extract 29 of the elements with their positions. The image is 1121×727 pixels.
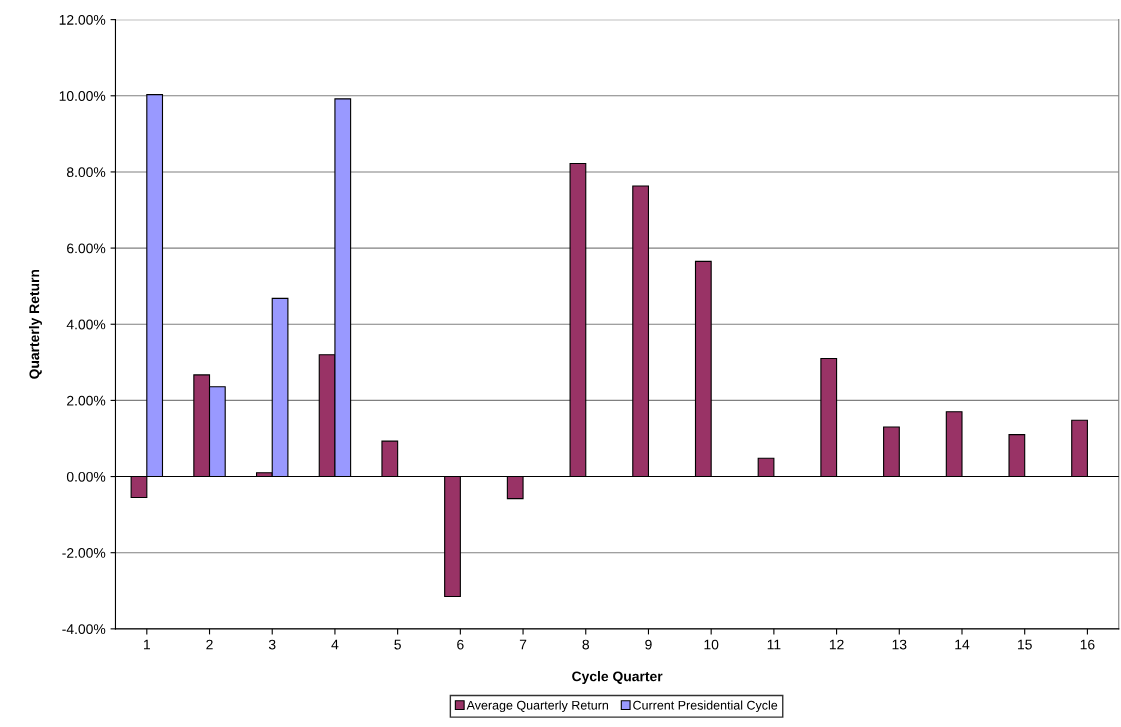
x-tick-label: 3 [268, 639, 276, 650]
x-tick-label: 7 [519, 639, 527, 650]
x-tick-label: 1 [144, 639, 150, 650]
y-tick-label: 0.00% [66, 471, 106, 482]
y-tick-label: 4.00% [66, 319, 106, 330]
x-tick-label: 11 [767, 639, 781, 650]
x-tick-label: 8 [582, 639, 590, 650]
y-tick-label: 8.00% [66, 167, 106, 178]
x-tick-label: 13 [892, 639, 907, 650]
x-tick-label: 15 [1018, 639, 1032, 650]
x-tick-label: 6 [457, 639, 464, 650]
legend-label: Average Quarterly Return [466, 700, 608, 713]
x-tick-label: 14 [955, 639, 970, 650]
x-tick-label: 16 [1080, 639, 1095, 650]
x-tick-label: 4 [331, 639, 339, 650]
y-axis-title: Quarterly Return [29, 269, 42, 379]
x-axis-title: Cycle Quarter [572, 671, 663, 685]
x-tick-label: 5 [394, 639, 401, 650]
x-tick-label: 9 [645, 639, 652, 650]
y-tick-label: 10.00% [59, 91, 106, 101]
y-tick-label: 6.00% [67, 243, 106, 254]
legend-label: Current Presidential Cycle [633, 700, 778, 713]
y-tick-label: 2.00% [67, 395, 106, 406]
x-tick-label: 12 [829, 639, 844, 650]
y-tick-label: -4.00% [62, 624, 106, 635]
x-tick-label: 10 [704, 639, 719, 650]
x-tick-label: 2 [206, 639, 213, 650]
y-tick-label: -2.00% [62, 548, 106, 558]
y-tick-label: 12.00% [59, 14, 106, 25]
